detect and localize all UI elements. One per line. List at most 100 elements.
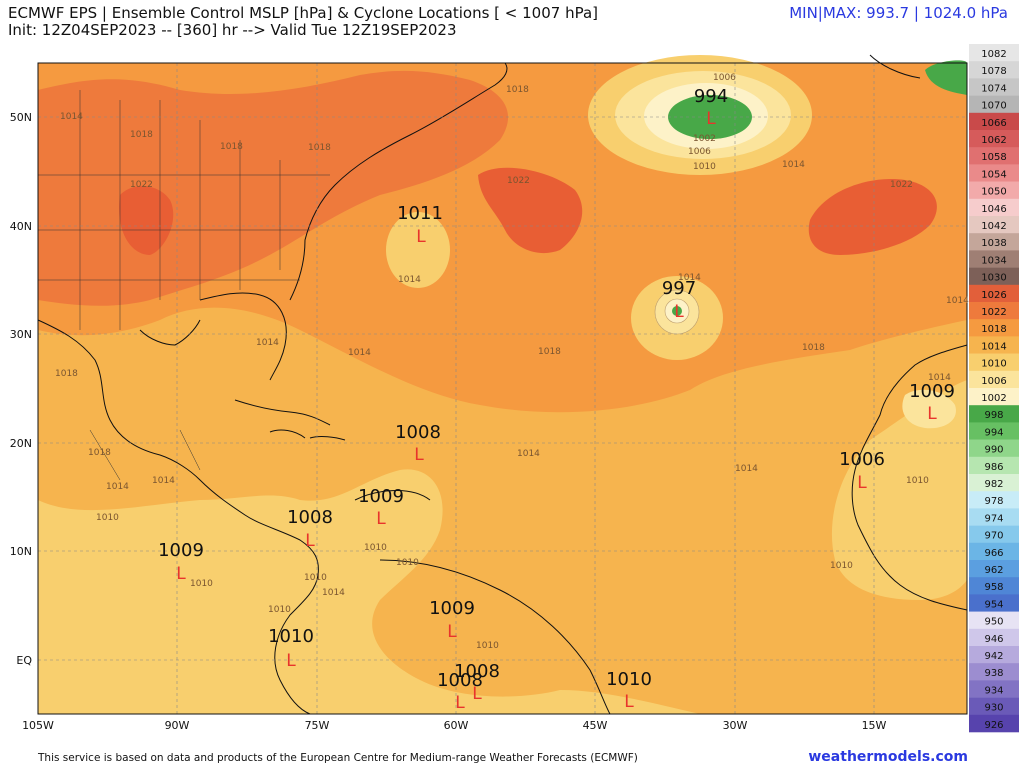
lat-axis: 50N 40N 30N 20N 10N EQ: [10, 111, 33, 667]
lon-label: 30W: [723, 719, 748, 732]
isobar-label: 1018: [802, 343, 825, 353]
colorbar-swatch: [969, 714, 1019, 733]
colorbar-swatch: [969, 542, 1019, 561]
colorbar-level: 970: [984, 531, 1003, 542]
colorbar-level: 946: [984, 634, 1003, 645]
isobar-label: 1014: [735, 464, 758, 474]
graticule: [38, 63, 967, 714]
isobar-label: 1018: [538, 347, 561, 357]
colorbar-swatch: [969, 78, 1019, 96]
colorbar-swatch: [969, 164, 1019, 182]
colorbar-level: 950: [984, 617, 1003, 628]
init-valid-time: Init: 12Z04SEP2023 -- [360] hr --> Valid…: [8, 21, 457, 39]
lat-label: 20N: [10, 437, 32, 450]
borders: [38, 90, 330, 481]
colorbar-level: 1070: [981, 101, 1006, 112]
low-symbol: L: [414, 445, 424, 465]
lon-label: 75W: [305, 719, 330, 732]
isobar-label: 1010: [190, 579, 213, 589]
colorbar-swatch: [969, 474, 1019, 492]
colorbar-level: 990: [984, 445, 1003, 456]
isobar-label: 1022: [890, 180, 913, 190]
colorbar-swatch: [969, 319, 1019, 337]
lat-label: 10N: [10, 545, 32, 558]
low-value: 1010: [268, 626, 314, 647]
lon-axis: 105W 90W 75W 60W 45W 30W 15W: [22, 719, 886, 732]
min-max-pressure: MIN|MAX: 993.7 | 1024.0 hPa: [789, 4, 1008, 22]
colorbar-swatch: [969, 112, 1019, 131]
colorbar-level: 1062: [981, 135, 1006, 146]
low-symbol: L: [176, 564, 186, 584]
colorbar-swatch: [969, 388, 1019, 406]
low-value: 1008: [287, 507, 333, 528]
low-value: 1009: [429, 598, 475, 619]
colorbar-level: 998: [984, 410, 1003, 421]
colorbar-level: 982: [984, 479, 1003, 490]
colorbar-swatch: [969, 284, 1019, 303]
isobar-label: 1014: [152, 476, 175, 486]
colorbar-level: 1078: [981, 66, 1006, 77]
low-value: 1009: [909, 381, 955, 402]
colorbar-swatch: [969, 233, 1019, 251]
low-value: 994: [694, 86, 728, 107]
colorbar-level: 938: [984, 668, 1003, 679]
isobar-label: 1010: [304, 573, 327, 583]
cyclone-markers: 994 L 997 L 1011 L 1008 L 1009 L 1008 L …: [158, 86, 955, 713]
isobar-label: 1018: [130, 130, 153, 140]
coastlines: [37, 54, 968, 715]
colorbar-level: 958: [984, 582, 1003, 593]
lat-label: 50N: [10, 111, 32, 124]
isobar-label: 1014: [678, 273, 701, 283]
colorbar-level: 974: [984, 513, 1003, 524]
colorbar-level: 1054: [981, 169, 1006, 180]
colorbar-level: 1074: [981, 83, 1006, 94]
colorbar-swatch: [969, 130, 1019, 148]
low-value: 1008: [395, 422, 441, 443]
isobar-label: 1010: [476, 641, 499, 651]
isobar-label: 1010: [830, 561, 853, 571]
low-symbol: L: [857, 473, 867, 493]
colorbar-level: 986: [984, 462, 1003, 473]
colorbar-swatch: [969, 577, 1019, 595]
pressure-zone-1006-africa: [902, 389, 956, 429]
colorbar-level: 954: [984, 599, 1003, 610]
colorbar-level: 962: [984, 565, 1003, 576]
low-value: 1008: [454, 661, 500, 682]
pressure-zone-greenland: [925, 60, 967, 95]
colorbar-swatch: [969, 44, 1019, 62]
low-1011-area: [386, 212, 450, 288]
isobar-label: 1010: [96, 513, 119, 523]
isobar-label: 1010: [268, 605, 291, 615]
colorbar-level: 942: [984, 651, 1003, 662]
colorbar-level: 1042: [981, 221, 1006, 232]
map-title: ECMWF EPS | Ensemble Control MSLP [hPa] …: [8, 4, 599, 22]
colorbar-level: 1014: [981, 341, 1006, 352]
colorbar-level: 994: [984, 427, 1003, 438]
isobar-label: 1018: [308, 143, 331, 153]
lon-label: 60W: [444, 719, 469, 732]
colorbar-swatch: [969, 353, 1019, 372]
lat-label: EQ: [16, 654, 32, 667]
isobar-label: 1010: [364, 543, 387, 553]
colorbar-level: 1034: [981, 255, 1006, 266]
colorbar-swatch: [969, 370, 1019, 389]
colorbar-swatch: [969, 250, 1019, 268]
colorbar-swatch: [969, 628, 1019, 647]
isobar-label: 1014: [348, 348, 371, 358]
isobar-label: 1010: [396, 558, 419, 568]
map-frame: [37, 62, 968, 715]
colorbar-level: 1006: [981, 376, 1006, 387]
colorbar-swatch: [969, 302, 1019, 320]
isobar-label: 1006: [713, 73, 736, 83]
low-symbol: L: [376, 509, 386, 529]
low-symbol: L: [447, 622, 457, 642]
brand-link[interactable]: weathermodels.com: [808, 749, 968, 765]
low-symbol: L: [416, 227, 426, 247]
colorbar-swatch: [969, 456, 1019, 475]
lon-label: 15W: [862, 719, 887, 732]
pressure-zone-1022-central: [478, 167, 583, 254]
isobar-label: 1018: [55, 369, 78, 379]
low-value: 1008: [437, 670, 483, 691]
isobar-label: 1014: [60, 112, 83, 122]
colorbar-swatch: [969, 216, 1019, 234]
